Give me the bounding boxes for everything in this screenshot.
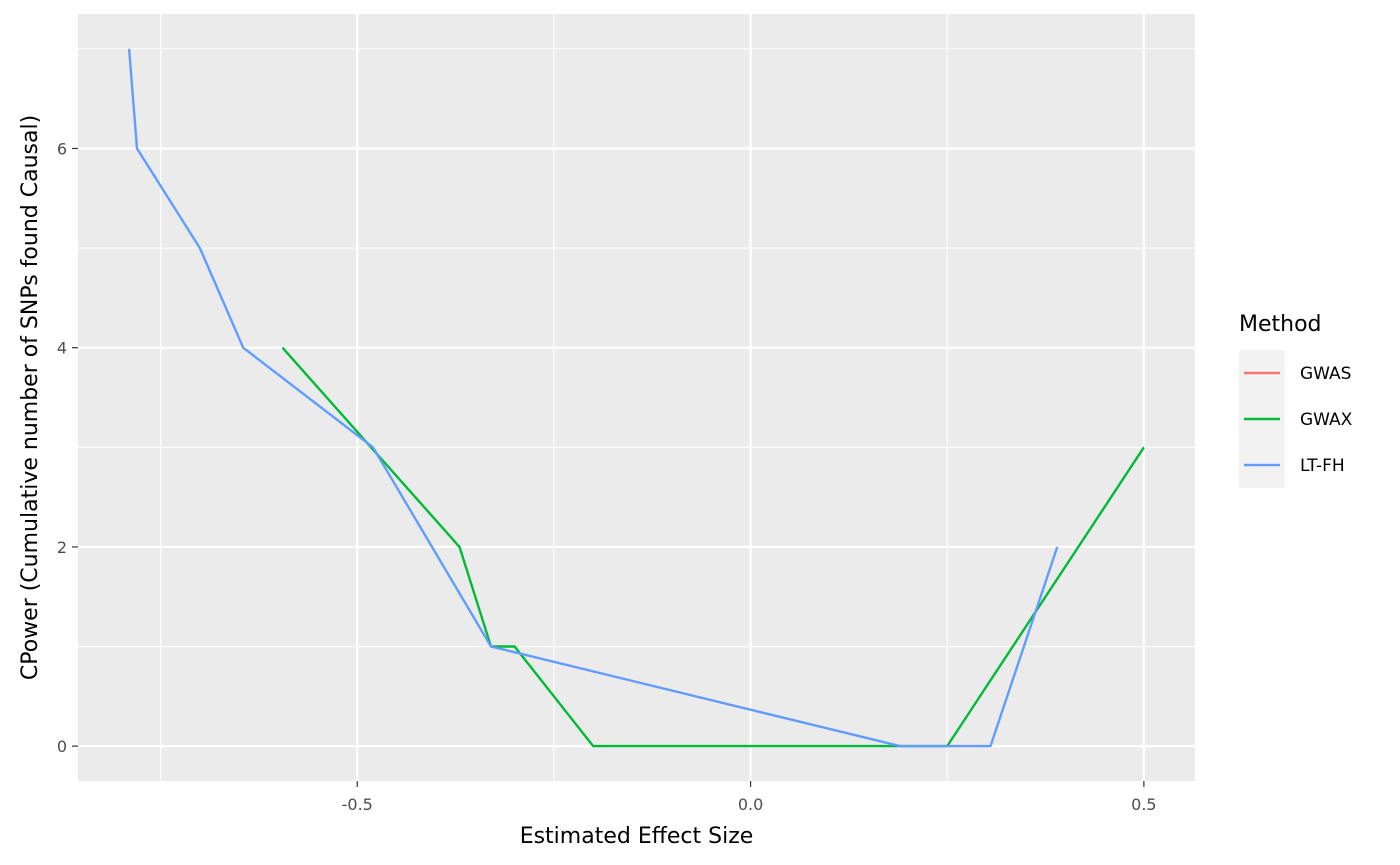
legend-label-lt-fh: LT-FH: [1300, 456, 1345, 476]
y-tick-label: 0: [57, 737, 67, 756]
y-tick-label: 4: [57, 339, 67, 358]
x-tick-label: 0.0: [738, 795, 763, 814]
legend-items: GWAS GWAX LT-FH: [1239, 350, 1353, 488]
major-gridlines: [78, 14, 1195, 781]
legend-label-gwas: GWAS: [1300, 364, 1351, 384]
y-axis: 0 2 4 6: [57, 139, 78, 756]
x-tick-label: 0.5: [1131, 795, 1156, 814]
y-tick-label: 2: [57, 538, 67, 557]
legend: Method GWAS GWAX LT-FH: [1239, 312, 1353, 488]
legend-label-gwax: GWAX: [1300, 410, 1353, 430]
x-axis-title: Estimated Effect Size: [520, 824, 754, 849]
plot-panel: [78, 14, 1195, 781]
minor-gridlines: [78, 14, 1195, 781]
legend-title: Method: [1239, 312, 1322, 337]
y-axis-title: CPower (Cumulative number of SNPs found …: [18, 115, 43, 680]
x-axis: -0.5 0.0 0.5: [342, 781, 1157, 814]
series-lines: [127, 48, 1145, 748]
series-line-lt-fh: [127, 48, 1059, 748]
y-tick-label: 6: [57, 139, 67, 158]
x-tick-label: -0.5: [342, 795, 373, 814]
